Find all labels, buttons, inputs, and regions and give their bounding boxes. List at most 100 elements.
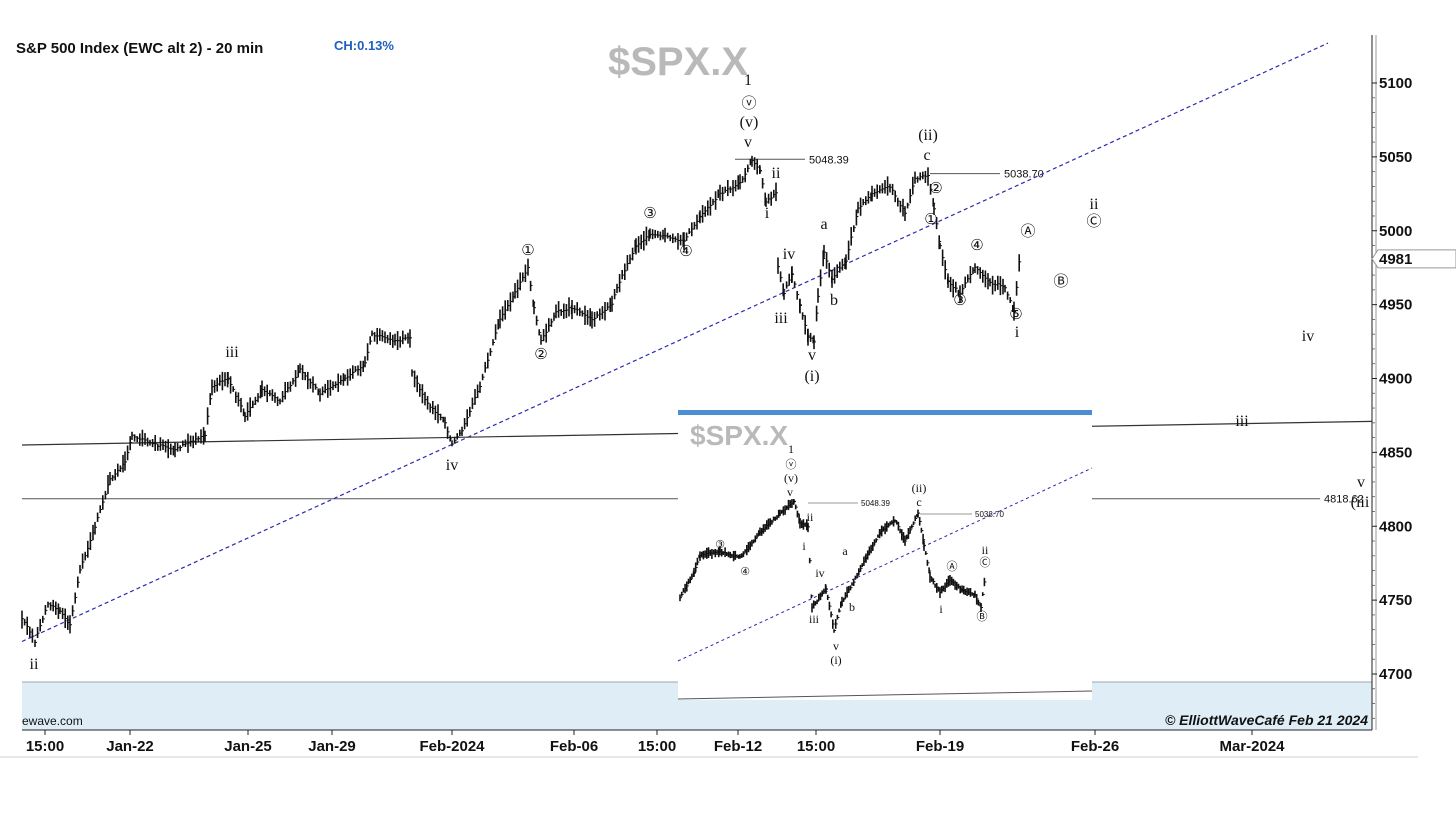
price-bar-130: [344, 374, 347, 382]
price-bar-171: [446, 426, 450, 439]
price-bar-139: [366, 343, 370, 361]
price-bar-39: [119, 465, 123, 473]
price-bar-346: [857, 201, 860, 214]
source-label: ewave.com: [22, 714, 83, 728]
price-bar-104: [279, 398, 282, 405]
inset-wave-label-5: i: [802, 539, 806, 553]
price-bar-23: [79, 564, 82, 574]
inset-wave-label-8: iv: [815, 566, 824, 580]
price-bar-271: [690, 222, 694, 237]
wave-label-18: b: [830, 292, 838, 309]
price-bar-242: [621, 269, 625, 280]
price-bar-154: [404, 334, 408, 341]
inset-symbol-watermark: $SPX.X: [690, 420, 788, 451]
x-tick-label-5: Feb-06: [550, 738, 598, 755]
price-bar-98: [263, 386, 267, 397]
x-tick-label-10: Feb-26: [1071, 738, 1119, 755]
price-bar-367: [909, 188, 913, 204]
price-bar-336: [833, 267, 837, 284]
price-bar-65: [184, 439, 188, 448]
price-bar-120: [319, 388, 322, 402]
price-bar-135: [357, 365, 360, 376]
wave-label-29: ii: [1090, 196, 1099, 213]
price-bar-347: [859, 197, 863, 216]
price-bar-225: [578, 307, 582, 317]
price-bar-308: [777, 257, 780, 274]
price-bar-260: [664, 227, 667, 243]
price-bar-281: [714, 191, 718, 210]
price-bar-309: [779, 271, 783, 283]
inset-baseline: [677, 690, 1093, 700]
price-bar-222: [571, 300, 574, 320]
price-bar-374: [927, 167, 930, 186]
price-bar-412: [1015, 281, 1019, 296]
price-bar-231: [593, 312, 597, 327]
y-tick-label-6: 4800: [1379, 518, 1412, 535]
price-bar-193: [501, 306, 505, 322]
price-bar-255: [651, 229, 655, 240]
price-bar-188: [489, 348, 493, 356]
price-bar-78: [216, 377, 220, 392]
inset-bar-56: [771, 519, 774, 525]
price-bar-67: [189, 435, 193, 447]
price-bar-389: [959, 285, 962, 303]
wave-label-19: (ii): [918, 127, 938, 144]
price-bar-53: [154, 435, 158, 451]
y-tick-label-0: 5100: [1379, 75, 1412, 92]
price-bar-41: [124, 451, 127, 471]
inset-bar-106: [849, 585, 853, 591]
price-bar-42: [126, 445, 130, 461]
price-bar-159: [416, 375, 420, 393]
inset-wave-label-17: i: [939, 602, 943, 616]
price-bar-213: [550, 318, 554, 327]
price-bar-357: [884, 179, 887, 194]
price-bar-292: [741, 176, 745, 183]
inset-bar-1: [680, 591, 684, 597]
price-bar-359: [889, 183, 892, 193]
price-bar-362: [896, 197, 900, 207]
price-bar-12: [52, 599, 56, 612]
wave-label-10: v: [744, 134, 752, 151]
price-bar-266: [679, 234, 683, 246]
price-bar-236: [606, 302, 610, 311]
wave-label-23: ④: [970, 236, 983, 254]
inset-wave-label-14: (ii): [912, 481, 927, 495]
price-bar-360: [891, 183, 895, 196]
price-bar-79: [219, 374, 222, 386]
price-bar-150: [394, 333, 397, 346]
price-bar-246: [631, 247, 635, 261]
price-bar-94: [254, 396, 258, 405]
price-bar-110: [294, 370, 298, 387]
price-bar-270: [688, 228, 692, 235]
price-bar-201: [521, 272, 525, 282]
price-bar-198: [514, 283, 517, 299]
price-bar-83: [227, 372, 230, 385]
inset-bar-80: [808, 557, 812, 564]
price-bar-356: [881, 183, 885, 194]
price-bar-323: [807, 328, 810, 346]
wave-label-21: ②: [929, 179, 942, 197]
inset-bar-190: [983, 577, 987, 587]
price-bar-297: [753, 157, 757, 170]
inset-wave-label-15: c: [916, 495, 921, 509]
y-tick-label-2: 5000: [1379, 223, 1412, 240]
price-bar-218: [562, 303, 566, 319]
price-bar-403: [994, 279, 998, 292]
inset-bar-143: [909, 526, 913, 534]
price-bar-240: [616, 283, 619, 294]
price-bar-109: [292, 377, 295, 385]
price-bar-293: [744, 167, 748, 183]
inset-bar-11: [696, 557, 700, 566]
price-bar-134: [354, 366, 358, 373]
price-bar-254: [649, 228, 652, 239]
inset-bar-108: [852, 579, 856, 587]
level-label-2: 4818.62: [1324, 494, 1364, 506]
price-bar-409: [1009, 297, 1013, 303]
price-bar-88: [240, 397, 243, 413]
price-bar-227: [584, 305, 587, 325]
price-bar-252: [645, 226, 649, 246]
price-bar-58: [167, 439, 171, 459]
price-bar-316: [793, 281, 797, 288]
price-bar-261: [666, 232, 670, 239]
price-bar-10: [47, 601, 50, 608]
